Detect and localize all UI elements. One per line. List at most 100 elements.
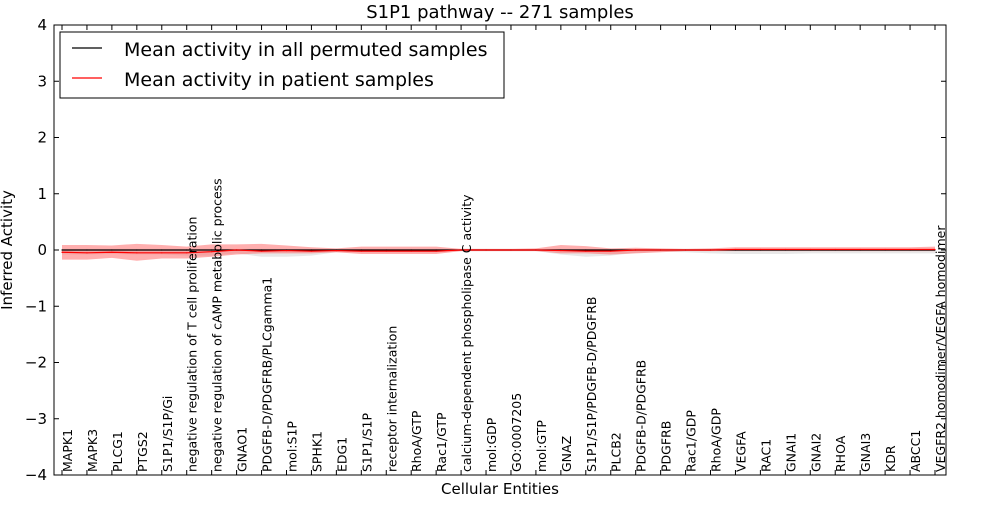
data-point-permuted bbox=[61, 249, 63, 251]
series-line-patient bbox=[61, 248, 935, 254]
x-category-label: PTGS2 bbox=[135, 431, 150, 472]
x-category-label: mol:GTP bbox=[534, 420, 549, 472]
data-point-patient bbox=[535, 249, 537, 251]
x-category-label: S1P1/S1P/Gi bbox=[160, 396, 175, 472]
x-category-label: VEGFR2 homodimer/VEGFA homodimer bbox=[933, 225, 948, 472]
y-tick-label: −3 bbox=[25, 410, 47, 428]
legend: Mean activity in all permuted samples Me… bbox=[59, 31, 505, 99]
data-point-patient bbox=[859, 248, 861, 251]
data-point-patient bbox=[161, 252, 163, 254]
x-category-label: S1P1/S1P bbox=[359, 413, 374, 472]
data-point-patient bbox=[111, 251, 113, 253]
data-point-patient bbox=[186, 252, 188, 254]
data-point-permuted bbox=[410, 249, 412, 251]
data-point-patient bbox=[660, 249, 662, 251]
x-category-label: PLCB2 bbox=[609, 432, 624, 472]
y-tick-label: −1 bbox=[25, 297, 47, 315]
data-point-permuted bbox=[385, 249, 387, 251]
chart-title: S1P1 pathway -- 271 samples bbox=[366, 2, 634, 23]
data-point-permuted bbox=[260, 249, 263, 251]
data-point-permuted bbox=[136, 249, 138, 251]
legend-label-patient: Mean activity in patient samples bbox=[124, 69, 434, 91]
x-category-label: PLCG1 bbox=[110, 431, 125, 472]
y-tick-label: 4 bbox=[37, 16, 47, 34]
x-category-label: ABCC1 bbox=[908, 430, 923, 472]
x-category-label: PDGFRB bbox=[659, 421, 674, 472]
data-point-patient bbox=[709, 249, 712, 251]
data-point-patient bbox=[310, 250, 313, 252]
data-point-permuted bbox=[111, 249, 113, 251]
data-point-patient bbox=[460, 249, 462, 251]
x-category-label: GNAI3 bbox=[858, 433, 873, 472]
x-category-label: GO:0007205 bbox=[509, 393, 524, 472]
band-patient bbox=[62, 243, 935, 261]
y-axis-label: Inferred Activity bbox=[0, 190, 16, 310]
y-tick-label: 2 bbox=[37, 129, 47, 147]
data-point-permuted bbox=[86, 249, 88, 251]
data-point-permuted bbox=[211, 249, 213, 251]
data-point-patient bbox=[260, 250, 263, 252]
data-point-patient bbox=[734, 248, 737, 251]
x-category-label: MAPK3 bbox=[85, 429, 100, 472]
data-point-patient bbox=[884, 248, 886, 251]
data-point-permuted bbox=[161, 249, 163, 251]
x-category-label: RAC1 bbox=[758, 439, 773, 472]
y-tick-label: −2 bbox=[25, 354, 47, 372]
x-category-label: GNAI1 bbox=[783, 433, 798, 472]
data-point-patient bbox=[909, 248, 911, 251]
x-category-label: Rac1/GTP bbox=[434, 412, 449, 472]
data-point-patient bbox=[635, 249, 637, 251]
data-point-patient bbox=[136, 252, 138, 254]
x-category-label: mol:GDP bbox=[484, 417, 499, 472]
data-point-patient bbox=[759, 248, 762, 251]
x-category-label: MAPK1 bbox=[60, 429, 75, 472]
x-category-label: PDGFB-D/PDGFRB/PLCgamma1 bbox=[260, 277, 275, 472]
data-point-permuted bbox=[310, 249, 313, 251]
data-point-patient bbox=[485, 249, 487, 251]
x-category-label: KDR bbox=[883, 445, 898, 472]
x-category-label: mol:S1P bbox=[284, 421, 299, 472]
data-point-patient bbox=[211, 251, 213, 253]
data-point-patient bbox=[435, 250, 437, 252]
data-point-patient bbox=[335, 249, 337, 252]
x-category-label: RhoA/GDP bbox=[709, 408, 724, 472]
x-category-label: GNAI2 bbox=[808, 433, 823, 472]
x-category-label: PDGFB-D/PDGFRB bbox=[634, 360, 649, 472]
x-axis-label: Cellular Entities bbox=[441, 480, 559, 498]
data-point-patient bbox=[410, 250, 412, 252]
data-point-patient bbox=[834, 248, 836, 251]
plot-area: 4 3 2 1 0 −1 −2 −3 −4 MAPK1 MAPK3 PLCG1 PTGS2 S1P1/S1… bbox=[25, 16, 948, 484]
data-point-patient bbox=[585, 250, 587, 252]
data-point-patient bbox=[360, 250, 362, 252]
x-category-label: EDG1 bbox=[334, 437, 349, 472]
data-point-permuted bbox=[610, 249, 612, 251]
data-point-patient bbox=[510, 249, 512, 251]
data-point-patient bbox=[934, 248, 936, 251]
x-category-label: GNAO1 bbox=[235, 427, 250, 472]
legend-label-permuted: Mean activity in all permuted samples bbox=[124, 39, 487, 61]
x-category-label: RHOA bbox=[833, 435, 848, 472]
data-point-patient bbox=[784, 248, 786, 251]
data-point-patient bbox=[610, 250, 612, 252]
x-category-label: SPHK1 bbox=[309, 431, 324, 472]
data-point-patient bbox=[285, 249, 288, 252]
data-point-permuted bbox=[435, 249, 437, 251]
legend-frame bbox=[59, 31, 505, 99]
y-tick-label: 1 bbox=[37, 185, 47, 203]
x-category-label: S1P1/S1P/PDGFB-D/PDGFRB bbox=[584, 297, 599, 473]
data-point-patient bbox=[61, 251, 63, 253]
data-point-patient bbox=[385, 250, 387, 252]
x-category-label: negative regulation of T cell proliferat… bbox=[185, 217, 200, 472]
data-point-patient bbox=[86, 252, 88, 254]
data-point-permuted bbox=[360, 249, 362, 251]
data-point-permuted bbox=[186, 249, 188, 251]
x-category-label: calcium-dependent phospholipase C activi… bbox=[459, 194, 474, 472]
data-point-patient bbox=[809, 248, 811, 251]
x-category-label: receptor internalization bbox=[384, 326, 399, 472]
x-category-label: VEGFA bbox=[733, 431, 748, 472]
y-tick-label: −4 bbox=[25, 466, 47, 484]
x-category-label: GNAZ bbox=[559, 436, 574, 472]
x-category-label: RhoA/GTP bbox=[409, 410, 424, 472]
